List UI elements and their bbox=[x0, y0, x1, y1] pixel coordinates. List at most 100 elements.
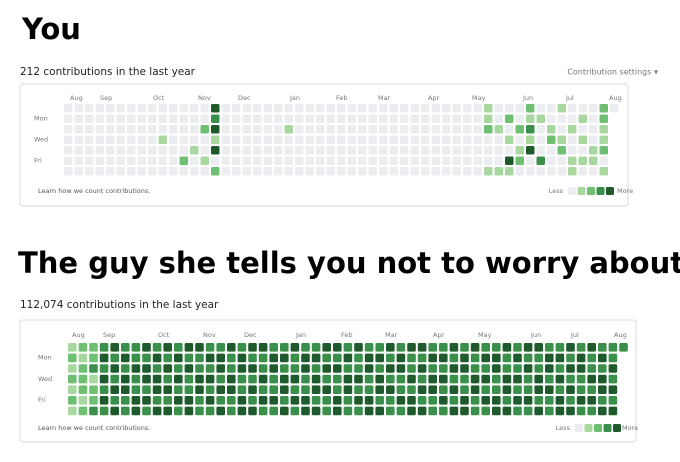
contribution-cell[interactable] bbox=[195, 374, 204, 384]
contribution-cell[interactable] bbox=[284, 125, 294, 134]
contribution-cell[interactable] bbox=[492, 364, 501, 373]
contribution-cell[interactable] bbox=[513, 385, 522, 394]
contribution-cell[interactable] bbox=[158, 135, 168, 145]
contribution-cell[interactable] bbox=[589, 156, 598, 166]
contribution-cell[interactable] bbox=[410, 104, 420, 113]
contribution-cell[interactable] bbox=[305, 156, 315, 166]
contribution-cell[interactable] bbox=[158, 104, 168, 113]
contribution-cell[interactable] bbox=[576, 343, 586, 352]
contribution-cell[interactable] bbox=[587, 396, 596, 405]
contribution-cell[interactable] bbox=[232, 167, 241, 176]
contribution-cell[interactable] bbox=[545, 364, 554, 373]
contribution-cell[interactable] bbox=[163, 343, 172, 352]
contribution-cell[interactable] bbox=[184, 353, 194, 363]
contribution-cell[interactable] bbox=[460, 385, 469, 394]
contribution-cell[interactable] bbox=[505, 135, 514, 145]
contribution-cell[interactable] bbox=[253, 125, 262, 134]
contribution-cell[interactable] bbox=[368, 156, 378, 166]
contribution-cell[interactable] bbox=[449, 385, 459, 394]
contribution-cell[interactable] bbox=[211, 146, 220, 155]
contribution-cell[interactable] bbox=[184, 396, 194, 405]
contribution-cell[interactable] bbox=[347, 167, 357, 176]
contribution-cell[interactable] bbox=[127, 114, 136, 124]
contribution-cell[interactable] bbox=[589, 167, 598, 176]
contribution-cell[interactable] bbox=[333, 374, 342, 384]
contribution-cell[interactable] bbox=[242, 156, 252, 166]
contribution-cell[interactable] bbox=[515, 156, 525, 166]
contribution-cell[interactable] bbox=[142, 396, 151, 405]
contribution-cell[interactable] bbox=[142, 343, 151, 352]
contribution-cell[interactable] bbox=[547, 125, 556, 134]
contribution-cell[interactable] bbox=[428, 374, 437, 384]
contribution-cell[interactable] bbox=[110, 343, 119, 352]
contribution-cell[interactable] bbox=[494, 114, 504, 124]
contribution-cell[interactable] bbox=[494, 125, 504, 134]
contribution-cell[interactable] bbox=[78, 374, 88, 384]
contribution-cell[interactable] bbox=[148, 114, 157, 124]
contribution-cell[interactable] bbox=[195, 406, 204, 416]
contribution-cell[interactable] bbox=[494, 167, 504, 176]
contribution-cell[interactable] bbox=[439, 353, 448, 363]
contribution-cell[interactable] bbox=[121, 396, 130, 405]
contribution-cell[interactable] bbox=[566, 364, 575, 373]
contribution-cell[interactable] bbox=[68, 353, 77, 363]
contribution-cell[interactable] bbox=[557, 135, 567, 145]
contribution-cell[interactable] bbox=[326, 114, 336, 124]
contribution-cell[interactable] bbox=[526, 167, 535, 176]
contribution-cell[interactable] bbox=[452, 156, 462, 166]
contribution-cell[interactable] bbox=[232, 156, 241, 166]
contribution-cell[interactable] bbox=[566, 406, 575, 416]
contribution-cell[interactable] bbox=[305, 104, 315, 113]
contribution-cell[interactable] bbox=[494, 135, 504, 145]
contribution-cell[interactable] bbox=[608, 396, 618, 405]
contribution-cell[interactable] bbox=[566, 353, 575, 363]
contribution-cell[interactable] bbox=[85, 167, 94, 176]
contribution-cell[interactable] bbox=[407, 406, 416, 416]
contribution-cell[interactable] bbox=[523, 406, 533, 416]
contribution-cell[interactable] bbox=[158, 156, 168, 166]
contribution-cell[interactable] bbox=[410, 125, 420, 134]
contribution-cell[interactable] bbox=[421, 167, 430, 176]
contribution-cell[interactable] bbox=[417, 385, 427, 394]
contribution-cell[interactable] bbox=[589, 114, 598, 124]
contribution-cell[interactable] bbox=[526, 114, 535, 124]
contribution-cell[interactable] bbox=[190, 104, 199, 113]
contribution-cell[interactable] bbox=[578, 125, 588, 134]
contribution-cell[interactable] bbox=[523, 343, 533, 352]
contribution-cell[interactable] bbox=[316, 167, 325, 176]
contribution-cell[interactable] bbox=[386, 364, 395, 373]
contribution-cell[interactable] bbox=[431, 114, 441, 124]
contribution-cell[interactable] bbox=[290, 374, 300, 384]
contribution-cell[interactable] bbox=[396, 353, 406, 363]
contribution-cell[interactable] bbox=[452, 125, 462, 134]
contribution-cell[interactable] bbox=[396, 374, 406, 384]
contribution-cell[interactable] bbox=[131, 343, 141, 352]
contribution-cell[interactable] bbox=[163, 396, 172, 405]
contribution-cell[interactable] bbox=[470, 406, 480, 416]
contribution-cell[interactable] bbox=[74, 167, 84, 176]
contribution-cell[interactable] bbox=[431, 125, 441, 134]
contribution-cell[interactable] bbox=[211, 114, 220, 124]
contribution-cell[interactable] bbox=[515, 125, 525, 134]
contribution-cell[interactable] bbox=[566, 374, 575, 384]
contribution-cell[interactable] bbox=[379, 104, 388, 113]
contribution-cell[interactable] bbox=[431, 146, 441, 155]
learn-link[interactable]: Learn how we count contributions. bbox=[38, 424, 150, 432]
contribution-cell[interactable] bbox=[137, 167, 147, 176]
contribution-cell[interactable] bbox=[439, 343, 448, 352]
contribution-cell[interactable] bbox=[557, 125, 567, 134]
contribution-cell[interactable] bbox=[587, 364, 596, 373]
contribution-cell[interactable] bbox=[526, 104, 535, 113]
contribution-cell[interactable] bbox=[337, 146, 346, 155]
contribution-cell[interactable] bbox=[316, 114, 325, 124]
contribution-cell[interactable] bbox=[473, 167, 483, 176]
contribution-cell[interactable] bbox=[305, 135, 315, 145]
contribution-cell[interactable] bbox=[587, 353, 596, 363]
contribution-cell[interactable] bbox=[163, 385, 172, 394]
contribution-cell[interactable] bbox=[492, 396, 501, 405]
contribution-cell[interactable] bbox=[492, 385, 501, 394]
contribution-cell[interactable] bbox=[200, 125, 210, 134]
contribution-cell[interactable] bbox=[568, 167, 577, 176]
contribution-cell[interactable] bbox=[379, 146, 388, 155]
contribution-cell[interactable] bbox=[269, 396, 278, 405]
